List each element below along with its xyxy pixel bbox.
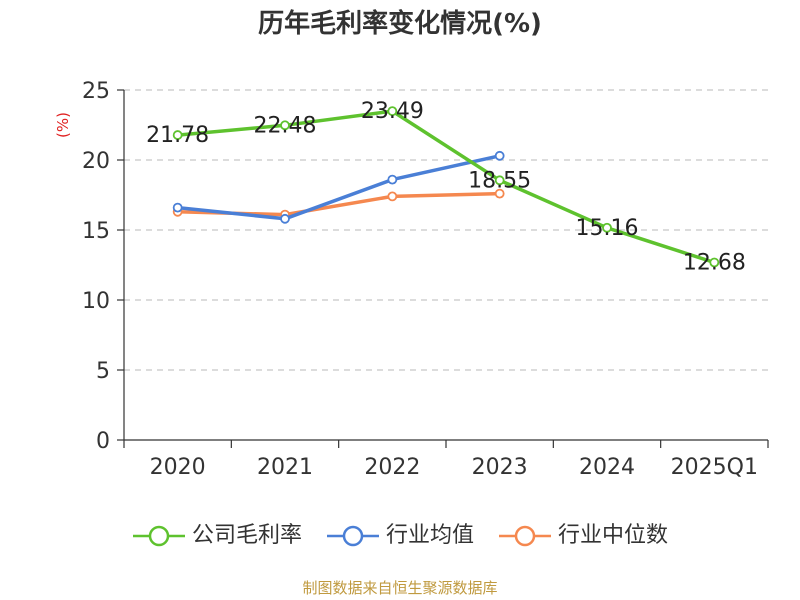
legend-item[interactable]: 公司毛利率 [132, 518, 302, 554]
y-tick-label: 5 [96, 359, 110, 384]
data-label: 21.78 [146, 123, 209, 148]
chart-legend: 公司毛利率 行业均值 行业中位数 [0, 518, 800, 554]
data-point [172, 130, 183, 140]
data-labels: 21.78 22.48 23.49 18.55 15.16 12.68 [146, 99, 746, 275]
data-point [602, 222, 612, 233]
source-note: 制图数据来自恒生聚源数据库 [302, 579, 498, 597]
legend-item[interactable]: 行业均值 [326, 518, 474, 554]
data-point [494, 188, 505, 199]
x-tick-label: 2020 [150, 455, 206, 480]
y-axis-label: (%) [54, 112, 72, 138]
grid-lines [124, 89, 768, 371]
y-tick-label: 15 [82, 219, 110, 244]
data-label: 23.49 [361, 99, 424, 124]
legend-item[interactable]: 行业中位数 [498, 518, 668, 554]
data-point [494, 150, 505, 161]
legend-label: 行业中位数 [558, 523, 669, 548]
x-tick-label: 2021 [257, 455, 313, 480]
data-label: 15.16 [576, 216, 639, 241]
y-tick-label: 0 [96, 429, 110, 454]
y-tick-label: 10 [82, 289, 110, 314]
axes: 0 5 10 15 20 25 2020 2021 2022 2023 2024 2025Q1 [82, 79, 769, 480]
legend-swatch-icon [132, 525, 185, 547]
data-point [172, 202, 183, 213]
series-line [175, 154, 502, 221]
data-point [280, 213, 290, 224]
data-point [387, 106, 398, 117]
y-tick-label: 25 [82, 79, 110, 104]
series-line [175, 109, 717, 265]
data-label: 18.55 [468, 168, 531, 193]
x-tick-label: 2025Q1 [671, 455, 758, 480]
data-label: 22.48 [254, 113, 317, 138]
data-point [494, 175, 505, 186]
data-label: 12.68 [683, 250, 746, 275]
data-point [387, 174, 398, 185]
x-tick-label: 2022 [364, 455, 420, 480]
chart-title: 历年毛利率变化情况(%) [258, 9, 542, 39]
data-point [709, 257, 720, 268]
legend-label: 公司毛利率 [191, 523, 302, 548]
legend-swatch-icon [499, 525, 551, 547]
x-tick-label: 2024 [579, 455, 635, 480]
legend-swatch-icon [326, 525, 379, 547]
x-tick-label: 2023 [472, 455, 528, 480]
legend-label: 行业均值 [385, 523, 474, 548]
data-point [280, 120, 290, 131]
y-tick-label: 20 [82, 149, 110, 174]
series-lines [172, 106, 720, 268]
data-point [387, 191, 398, 202]
